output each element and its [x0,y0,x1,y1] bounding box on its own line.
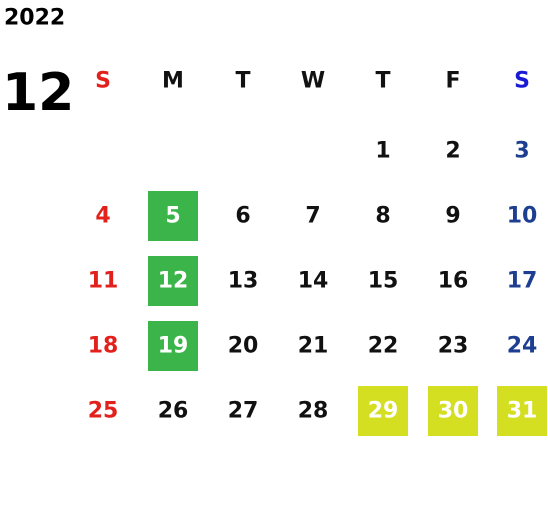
day-number: 8 [375,204,390,229]
day-number: 18 [88,334,119,359]
day-number: 16 [438,269,469,294]
day-number: 22 [368,334,399,359]
day-number: 17 [507,269,538,294]
weekday-header: T [375,69,390,94]
day-number: 5 [165,204,180,229]
day-highlight [148,321,198,371]
weekday-header: W [301,69,325,94]
day-highlight [148,191,198,241]
weekday-header: T [235,69,250,94]
day-number: 21 [298,334,329,359]
day-number: 26 [158,399,189,424]
day-number: 9 [445,204,460,229]
weekday-header: S [514,69,530,94]
day-highlight [148,256,198,306]
day-number: 1 [375,139,390,164]
day-highlight [497,386,547,436]
day-number: 23 [438,334,469,359]
day-number: 11 [88,269,119,294]
day-number: 31 [507,399,538,424]
day-number: 30 [438,399,469,424]
day-number: 2 [445,139,460,164]
day-highlight [428,386,478,436]
year: 2022 [4,6,65,31]
day-number: 12 [158,269,189,294]
weekday-header: S [95,69,111,94]
day-number: 4 [95,204,110,229]
day-number: 3 [514,139,529,164]
day-number: 25 [88,399,119,424]
day-number: 10 [507,204,538,229]
weekday-header: F [445,69,460,94]
day-number: 24 [507,334,538,359]
day-number: 20 [228,334,259,359]
day-number: 6 [235,204,250,229]
month: 12 [2,63,74,123]
day-number: 29 [368,399,399,424]
day-number: 27 [228,399,259,424]
day-number: 13 [228,269,259,294]
day-number: 15 [368,269,399,294]
day-number: 19 [158,334,189,359]
weekday-header: M [162,69,184,94]
day-number: 14 [298,269,329,294]
day-number: 28 [298,399,329,424]
day-highlight [358,386,408,436]
day-number: 7 [305,204,320,229]
